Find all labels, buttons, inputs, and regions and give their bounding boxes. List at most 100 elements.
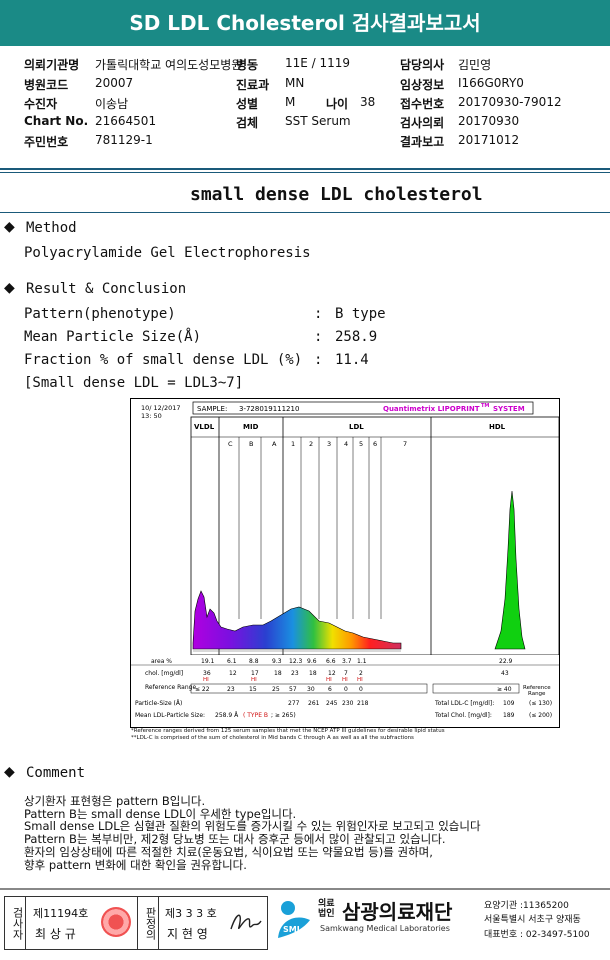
lipoprint-chart: 10/ 12/2017 13: 50 SAMPLE: 3-72801911121… xyxy=(130,398,560,728)
svg-text:1.1: 1.1 xyxy=(357,658,367,665)
svg-text:258.9 Å: 258.9 Å xyxy=(215,712,239,719)
svg-text:7: 7 xyxy=(344,670,348,677)
info-key: 진료과 xyxy=(236,78,270,92)
svg-text:17: 17 xyxy=(251,670,259,677)
result-value: 258.9 xyxy=(335,329,378,345)
divider xyxy=(0,168,610,170)
svg-text:Reference Range: Reference Range xyxy=(145,684,196,691)
info-key: 의뢰기관명 xyxy=(24,58,80,72)
svg-text:277: 277 xyxy=(288,700,300,707)
info-key: 임상정보 xyxy=(400,78,445,92)
svg-text:≥ 40: ≥ 40 xyxy=(497,686,512,693)
svg-text:(≤ 200): (≤ 200) xyxy=(529,712,552,719)
svg-text:230: 230 xyxy=(342,700,354,707)
comment-line: Small dense LDL은 심혈관 질환의 위험도를 증가시킬 수 있는 … xyxy=(24,819,481,834)
info-key: 검사의뢰 xyxy=(400,116,445,130)
svg-text:HI: HI xyxy=(342,677,348,683)
info-value: MN xyxy=(285,76,305,90)
svg-text:13: 50: 13: 50 xyxy=(141,412,162,420)
info-key: 담당의사 xyxy=(400,58,445,72)
svg-text:23: 23 xyxy=(291,670,299,677)
org-english-name: Samkwang Medical Laboratories xyxy=(320,924,450,933)
svg-text:19.1: 19.1 xyxy=(201,658,215,665)
svg-text:25: 25 xyxy=(272,686,280,693)
svg-text:SYSTEM: SYSTEM xyxy=(493,405,525,413)
comment-line: Pattern B는 복부비만, 제2형 당뇨병 또는 대사 증후군 등에서 많… xyxy=(24,832,446,847)
svg-text:3.7: 3.7 xyxy=(342,658,352,665)
svg-text:LDL: LDL xyxy=(349,423,364,431)
diamond-bullet-icon: ◆ xyxy=(4,280,15,296)
svg-text:SML: SML xyxy=(283,925,302,934)
svg-text:6.6: 6.6 xyxy=(326,658,336,665)
comment-line: 환자의 임상상태에 따른 적절한 치료(운동요법, 식이요법 또는 약물요법 등… xyxy=(24,844,433,859)
svg-text:Total Chol. [mg/dl]:: Total Chol. [mg/dl]: xyxy=(434,712,492,719)
svg-text:MID: MID xyxy=(243,423,259,431)
svg-text:2: 2 xyxy=(359,670,363,677)
result-label: Pattern(phenotype) xyxy=(24,306,176,322)
svg-text:36: 36 xyxy=(203,670,211,677)
examiner-license: 제11194호 xyxy=(33,907,89,920)
result-colon: : xyxy=(314,306,323,322)
result-note: [Small dense LDL = LDL3~7] xyxy=(24,375,244,391)
info-key: 주민번호 xyxy=(24,135,69,149)
comment-line: 향후 pattern 변화에 대한 확인을 권유합니다. xyxy=(24,857,247,872)
svg-text:VLDL: VLDL xyxy=(194,423,215,431)
comment-line: 상기환자 표현형은 pattern B입니다. xyxy=(24,794,206,808)
svg-text:chol. [mg/dl]: chol. [mg/dl] xyxy=(145,670,183,677)
info-key: Chart No. xyxy=(24,114,89,128)
svg-text:area %: area % xyxy=(151,658,172,665)
result-value: B type xyxy=(335,306,386,322)
svg-text:3: 3 xyxy=(327,440,331,448)
svg-text:Reference: Reference xyxy=(523,685,551,691)
judge-name: 지 현 영 xyxy=(167,927,208,941)
org-name: 삼광의료재단 xyxy=(342,900,453,924)
svg-text:10/ 12/2017: 10/ 12/2017 xyxy=(141,404,181,412)
svg-text:≤ 22: ≤ 22 xyxy=(195,686,210,693)
svg-text:43: 43 xyxy=(501,670,509,677)
svg-text:7: 7 xyxy=(403,440,407,448)
svg-text:18: 18 xyxy=(309,670,317,677)
judge-license: 제3 3 3 호 xyxy=(165,907,217,920)
svg-text:Quantimetrix LIPOPRINT: Quantimetrix LIPOPRINT xyxy=(383,405,480,413)
info-value: 가톨릭대학교 여의도성모병원 xyxy=(95,58,243,72)
svg-text:22.9: 22.9 xyxy=(499,658,513,665)
result-colon: : xyxy=(314,329,323,345)
result-value: 11.4 xyxy=(335,352,369,368)
svg-text:A: A xyxy=(272,440,277,448)
info-value: 11E / 1119 xyxy=(285,56,351,70)
comment-line: Pattern B는 small dense LDL이 우세한 type입니다. xyxy=(24,806,297,821)
info-key: 수진자 xyxy=(24,97,58,111)
sml-logo-icon: SML xyxy=(274,898,314,942)
info-value: 20171012 xyxy=(458,133,520,147)
info-key: 병동 xyxy=(236,58,259,72)
diamond-bullet-icon: ◆ xyxy=(4,219,15,235)
info-value: I166G0RY0 xyxy=(458,76,524,90)
svg-text:15: 15 xyxy=(249,686,257,693)
svg-text:B: B xyxy=(249,440,253,448)
info-value: 38 xyxy=(360,95,376,109)
divider xyxy=(0,212,610,213)
svg-text:1: 1 xyxy=(291,440,295,448)
examiner-name: 최 상 규 xyxy=(35,927,76,941)
info-value: 21664501 xyxy=(95,114,157,128)
comment-heading: Comment xyxy=(26,765,86,781)
info-value: SST Serum xyxy=(285,114,351,128)
svg-text:18: 18 xyxy=(274,670,282,677)
org-prefix: 의료법인 xyxy=(318,899,335,919)
svg-text:9.3: 9.3 xyxy=(272,658,282,665)
result-heading: Result & Conclusion xyxy=(26,281,187,297)
svg-text:HI: HI xyxy=(357,677,363,683)
svg-text:12: 12 xyxy=(328,670,336,677)
svg-text:12: 12 xyxy=(229,670,237,677)
svg-text:C: C xyxy=(228,440,233,448)
svg-text:(≤ 130): (≤ 130) xyxy=(529,700,552,707)
svg-text:Total LDL-C [mg/dl]:: Total LDL-C [mg/dl]: xyxy=(434,700,494,707)
info-key: 병원코드 xyxy=(24,78,69,92)
svg-text:8.8: 8.8 xyxy=(249,658,259,665)
info-value: 20007 xyxy=(95,76,134,90)
svg-text:218: 218 xyxy=(357,700,369,707)
svg-text:6: 6 xyxy=(328,686,332,693)
diamond-bullet-icon: ◆ xyxy=(4,764,15,780)
seal-stamp-icon xyxy=(101,907,131,937)
svg-text:TM: TM xyxy=(481,403,489,409)
